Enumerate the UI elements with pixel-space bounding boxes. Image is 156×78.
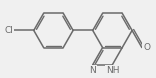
Text: Cl: Cl xyxy=(4,26,13,35)
Text: O: O xyxy=(143,43,150,52)
Text: NH: NH xyxy=(106,66,119,75)
Text: N: N xyxy=(89,66,96,75)
